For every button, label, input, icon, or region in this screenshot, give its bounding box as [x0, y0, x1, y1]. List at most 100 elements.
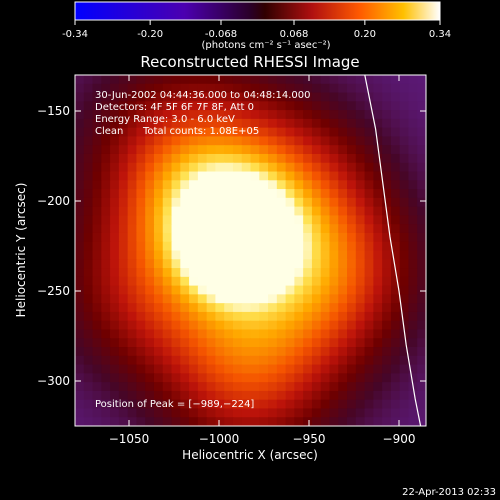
- heatmap-cell: [320, 373, 331, 383]
- heatmap-cell: [75, 320, 85, 331]
- heatmap-cell: [171, 136, 181, 146]
- heatmap-cell: [417, 75, 426, 85]
- heatmap-cell: [408, 320, 418, 331]
- heatmap-cell: [162, 303, 173, 313]
- heatmap-cell: [83, 215, 94, 225]
- heatmap-cell: [189, 329, 199, 339]
- heatmap-cell: [399, 311, 410, 322]
- heatmap-cell: [259, 417, 269, 426]
- heatmap-cell: [197, 83, 208, 94]
- x-tick-label: −950: [293, 432, 326, 446]
- heatmap-cell: [171, 259, 181, 269]
- heatmap-cell: [153, 136, 164, 146]
- heatmap-cell: [399, 408, 410, 418]
- colorbar-tick-label: -0.34: [62, 29, 88, 40]
- heatmap-cell: [399, 250, 410, 260]
- heatmap-cell: [303, 311, 313, 322]
- heatmap-cell: [311, 162, 322, 173]
- heatmap-cell: [101, 347, 111, 357]
- heatmap-cell: [355, 311, 366, 322]
- heatmap-cell: [259, 347, 269, 357]
- heatmap-cell: [303, 92, 313, 102]
- heatmap-cell: [75, 83, 85, 94]
- heatmap-cell: [303, 382, 313, 392]
- heatmap-cell: [215, 215, 225, 225]
- heatmap-cell: [329, 268, 339, 278]
- heatmap-cell: [127, 224, 138, 234]
- heatmap-cell: [347, 276, 357, 287]
- heatmap-cell: [232, 162, 243, 173]
- heatmap-cell: [390, 92, 401, 102]
- heatmap-cell: [171, 311, 181, 322]
- heatmap-cell: [180, 118, 190, 129]
- heatmap-cell: [162, 83, 173, 94]
- heatmap-cell: [285, 259, 295, 269]
- heatmap-cell: [259, 232, 269, 243]
- heatmap-cell: [285, 390, 295, 401]
- heatmap-cell: [153, 118, 164, 129]
- heatmap-cell: [329, 110, 339, 120]
- heatmap-cell: [329, 180, 339, 190]
- heatmap-cell: [285, 285, 295, 295]
- heatmap-cell: [373, 399, 383, 410]
- heatmap-cell: [110, 303, 120, 313]
- heatmap-cell: [259, 355, 269, 366]
- heatmap-cell: [232, 311, 243, 322]
- annotation-detectors: Detectors: 4F 5F 6F 7F 8F, Att 0: [95, 102, 254, 113]
- heatmap-cell: [347, 145, 357, 155]
- heatmap-cell: [136, 241, 146, 252]
- heatmap-cell: [268, 83, 278, 94]
- heatmap-cell: [294, 110, 304, 120]
- heatmap-cell: [338, 390, 348, 401]
- heatmap-cell: [189, 118, 199, 129]
- heatmap-cell: [206, 180, 217, 190]
- heatmap-cell: [145, 294, 155, 304]
- heatmap-cell: [110, 338, 120, 348]
- heatmap-cell: [347, 92, 357, 102]
- heatmap-cell: [162, 285, 173, 295]
- heatmap-cell: [171, 153, 181, 164]
- heatmap-cell: [303, 162, 313, 173]
- heatmap-cell: [408, 338, 418, 348]
- heatmap-cell: [180, 408, 190, 418]
- heatmap-cell: [224, 285, 234, 295]
- heatmap-cell: [197, 303, 208, 313]
- heatmap-cell: [162, 127, 173, 138]
- heatmap-cell: [250, 294, 260, 304]
- heatmap-cell: [259, 215, 269, 225]
- heatmap-cell: [92, 373, 102, 383]
- heatmap-cell: [347, 417, 357, 426]
- heatmap-cell: [364, 320, 374, 331]
- heatmap-cell: [127, 145, 138, 155]
- heatmap-cell: [355, 83, 366, 94]
- heatmap-cell: [224, 224, 234, 234]
- heatmap-cell: [399, 382, 410, 392]
- heatmap-cell: [311, 110, 322, 120]
- heatmap-cell: [268, 338, 278, 348]
- heatmap-cell: [250, 189, 260, 199]
- heatmap-cell: [189, 224, 199, 234]
- heatmap-cell: [241, 232, 252, 243]
- heatmap-cell: [373, 171, 383, 181]
- heatmap-cell: [110, 417, 120, 426]
- heatmap-cell: [197, 285, 208, 295]
- heatmap-cell: [171, 373, 181, 383]
- heatmap-cell: [285, 355, 295, 366]
- heatmap-cell: [180, 285, 190, 295]
- heatmap-cell: [250, 197, 260, 208]
- heatmap-cell: [347, 83, 357, 94]
- heatmap-cell: [382, 189, 392, 199]
- heatmap-cell: [382, 118, 392, 129]
- heatmap-cell: [347, 347, 357, 357]
- heatmap-cell: [276, 127, 287, 138]
- heatmap-cell: [127, 311, 138, 322]
- heatmap-cell: [136, 408, 146, 418]
- heatmap-cell: [215, 197, 225, 208]
- heatmap-cell: [399, 232, 410, 243]
- heatmap-cell: [320, 250, 331, 260]
- heatmap-cell: [364, 364, 374, 374]
- heatmap-cell: [355, 162, 366, 173]
- x-ticks: −1050 −1000 −950 −900: [109, 75, 415, 446]
- heatmap-cell: [259, 338, 269, 348]
- heatmap-cell: [75, 75, 85, 85]
